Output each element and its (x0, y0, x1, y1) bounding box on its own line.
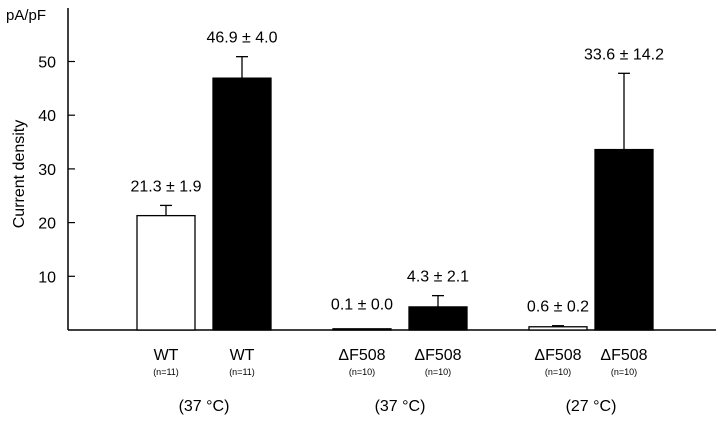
category-label: WT (154, 347, 179, 364)
group-label: (27 °C) (566, 398, 617, 415)
bar (332, 328, 392, 331)
bar (594, 148, 654, 331)
data-label: 21.3 ± 1.9 (130, 178, 201, 195)
category-labels: WT (n=11) WT (n=11) ΔF508 (n=10) ΔF508 (n=10) ΔF… (153, 347, 647, 415)
data-label: 46.9 ± 4.0 (206, 30, 277, 47)
y-unit-label: pA/pF (6, 7, 46, 24)
y-tick-label: 20 (38, 216, 56, 233)
data-label: 0.6 ± 0.2 (527, 299, 589, 316)
category-label: WT (230, 347, 255, 364)
y-tick-label: 30 (38, 162, 56, 179)
bar (136, 214, 196, 331)
sample-size-label: (n=10) (545, 367, 571, 377)
y-tick-label: 50 (38, 55, 56, 72)
bar (528, 326, 588, 331)
y-tick-label: 40 (38, 108, 56, 125)
data-label: 0.1 ± 0.0 (331, 296, 393, 313)
data-label: 4.3 ± 2.1 (407, 269, 469, 286)
sample-size-label: (n=10) (425, 367, 451, 377)
bar (212, 77, 272, 331)
sample-size-label: (n=10) (349, 367, 375, 377)
category-label: ΔF508 (600, 347, 647, 364)
bars: 21.3 ± 1.9 46.9 ± 4.0 0.1 ± 0.0 4.3 ± 2.1 0.… (130, 30, 664, 331)
group-label: (37 °C) (375, 398, 426, 415)
y-axis-label: Current density (11, 120, 28, 229)
sample-size-label: (n=11) (153, 367, 179, 377)
group-label: (37 °C) (179, 398, 230, 415)
y-tick-label: 10 (38, 269, 56, 286)
sample-size-label: (n=10) (611, 367, 637, 377)
bar (408, 306, 468, 331)
category-label: ΔF508 (338, 347, 385, 364)
category-label: ΔF508 (414, 347, 461, 364)
sample-size-label: (n=11) (229, 367, 255, 377)
data-label: 33.6 ± 14.2 (584, 46, 664, 63)
category-label: ΔF508 (534, 347, 581, 364)
